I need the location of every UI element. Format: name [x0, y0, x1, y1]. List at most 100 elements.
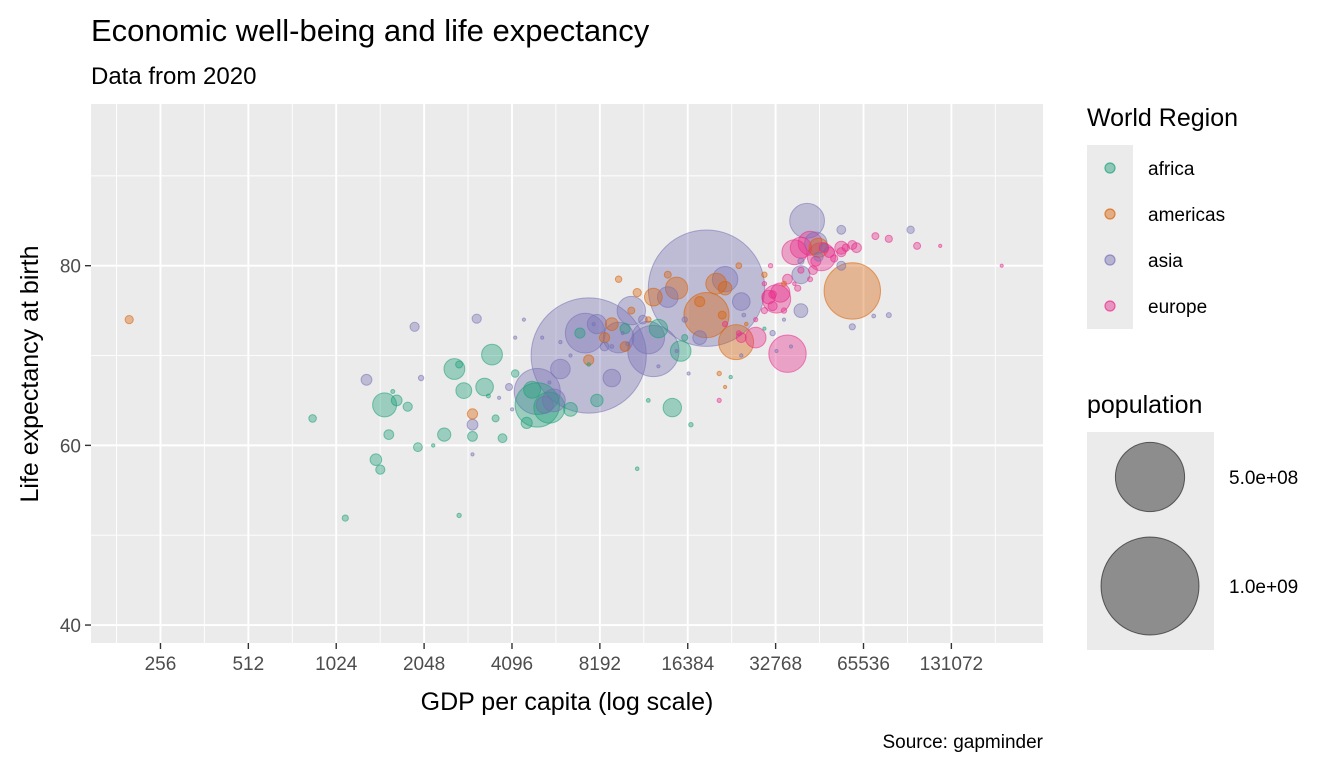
data-point-europe	[830, 254, 839, 263]
data-point-africa	[369, 453, 383, 467]
data-point-americas	[665, 276, 689, 300]
data-point-asia	[871, 313, 877, 319]
data-point-americas	[694, 296, 706, 308]
data-point-asia	[741, 312, 747, 318]
grid-minor	[91, 104, 1043, 643]
grid-major	[91, 104, 1043, 643]
legend-key-americas	[1104, 208, 1116, 220]
data-point-europe	[735, 330, 742, 337]
data-point-africa	[762, 326, 767, 331]
data-point-europe	[818, 242, 830, 254]
data-point-asia	[599, 341, 610, 352]
data-point-europe	[767, 301, 778, 312]
data-point-africa	[455, 360, 464, 369]
data-point-asia	[360, 373, 373, 386]
data-point-asia	[739, 353, 744, 358]
y-tick-label: 80	[60, 257, 81, 278]
data-point-americas	[598, 332, 611, 344]
data-point-americas	[716, 370, 722, 377]
data-point-asia	[774, 348, 779, 354]
data-point-asia	[656, 364, 661, 369]
data-point-americas	[663, 270, 672, 279]
data-point-americas	[619, 341, 631, 352]
plot-panel	[91, 104, 1043, 643]
data-point-africa	[681, 334, 689, 342]
data-point-europe	[938, 243, 943, 248]
data-point-europe	[744, 326, 767, 349]
x-axis-title: GDP per capita (log scale)	[421, 688, 714, 716]
data-point-africa	[523, 380, 542, 399]
data-point-europe	[797, 266, 805, 274]
data-point-asia	[497, 395, 502, 400]
data-point-africa	[437, 427, 452, 442]
data-point-americas	[781, 280, 787, 287]
data-point-africa	[485, 393, 491, 399]
chart-caption: Source: gapminder	[882, 732, 1043, 753]
data-point-europe	[716, 397, 722, 403]
data-point-americas	[705, 272, 728, 295]
data-point-europe	[794, 284, 802, 292]
data-point-africa	[520, 416, 533, 429]
x-tick-label: 8192	[579, 654, 621, 675]
data-point-asia	[409, 321, 420, 332]
x-axis: 256 512 1024 2048 4096 8192 16384 32768 65536 131…	[145, 643, 983, 675]
legend-size-key-background	[1087, 432, 1214, 650]
data-point-europe	[913, 241, 922, 250]
data-point-asia	[550, 358, 571, 380]
x-tick-label: 512	[232, 654, 264, 675]
data-point-europe	[999, 263, 1004, 268]
data-point-asia	[797, 257, 805, 265]
data-point-africa	[372, 392, 398, 418]
data-point-asia	[609, 344, 615, 349]
data-point-asia	[466, 418, 479, 431]
data-point-africa	[688, 422, 694, 428]
legend-label-americas: americas	[1148, 205, 1225, 226]
data-point-africa	[662, 397, 682, 418]
legend-label-africa: africa	[1148, 159, 1195, 180]
data-point-asia	[789, 202, 825, 239]
data-point-europe	[753, 317, 759, 323]
data-point-asia	[471, 313, 482, 324]
legend-size-key	[1114, 441, 1186, 513]
x-tick-label: 256	[145, 654, 177, 675]
data-point-asia	[625, 341, 631, 347]
data-point-asia	[535, 395, 554, 414]
legend-key-africa	[1104, 162, 1116, 174]
data-point-africa	[481, 343, 503, 366]
data-point-asia	[547, 380, 552, 385]
data-point-asia	[681, 316, 688, 323]
data-point-europe	[789, 236, 813, 259]
data-point-europe	[768, 334, 807, 373]
data-point-asia	[906, 225, 915, 235]
data-point-asia	[540, 335, 545, 340]
data-point-americas	[644, 287, 663, 307]
data-point-americas	[466, 408, 479, 420]
data-point-africa	[669, 340, 692, 362]
legend-size-label: 1.0e+09	[1229, 577, 1298, 598]
data-point-africa	[590, 393, 604, 408]
data-point-americas	[735, 262, 743, 270]
data-point-africa	[443, 358, 466, 380]
data-point-asia	[417, 374, 425, 382]
data-point-africa	[413, 442, 423, 453]
data-point-africa	[402, 401, 413, 412]
data-point-asia	[509, 407, 515, 412]
data-point-europe	[836, 247, 847, 258]
x-tick-label: 32768	[749, 654, 802, 675]
legend-size-title: population	[1087, 391, 1202, 419]
data-point-europe	[721, 320, 729, 328]
data-point-americas	[718, 324, 755, 361]
data-point-asia	[848, 323, 856, 331]
x-tick-label: 1024	[315, 654, 358, 675]
data-point-europe	[761, 281, 768, 287]
data-point-asia	[542, 388, 566, 413]
x-tick-label: 65536	[837, 654, 890, 675]
legend-population: population 5.0e+08 1.0e+09	[1087, 391, 1298, 650]
data-point-americas	[632, 288, 642, 298]
data-point-africa	[634, 466, 640, 472]
legend-color-key-background	[1087, 145, 1133, 329]
data-point-europe	[871, 232, 880, 241]
data-point-africa	[645, 398, 651, 403]
data-point-europe	[884, 234, 893, 243]
